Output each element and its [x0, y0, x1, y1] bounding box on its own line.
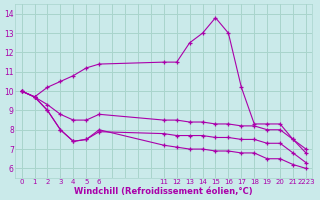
X-axis label: Windchill (Refroidissement éolien,°C): Windchill (Refroidissement éolien,°C)	[75, 187, 253, 196]
